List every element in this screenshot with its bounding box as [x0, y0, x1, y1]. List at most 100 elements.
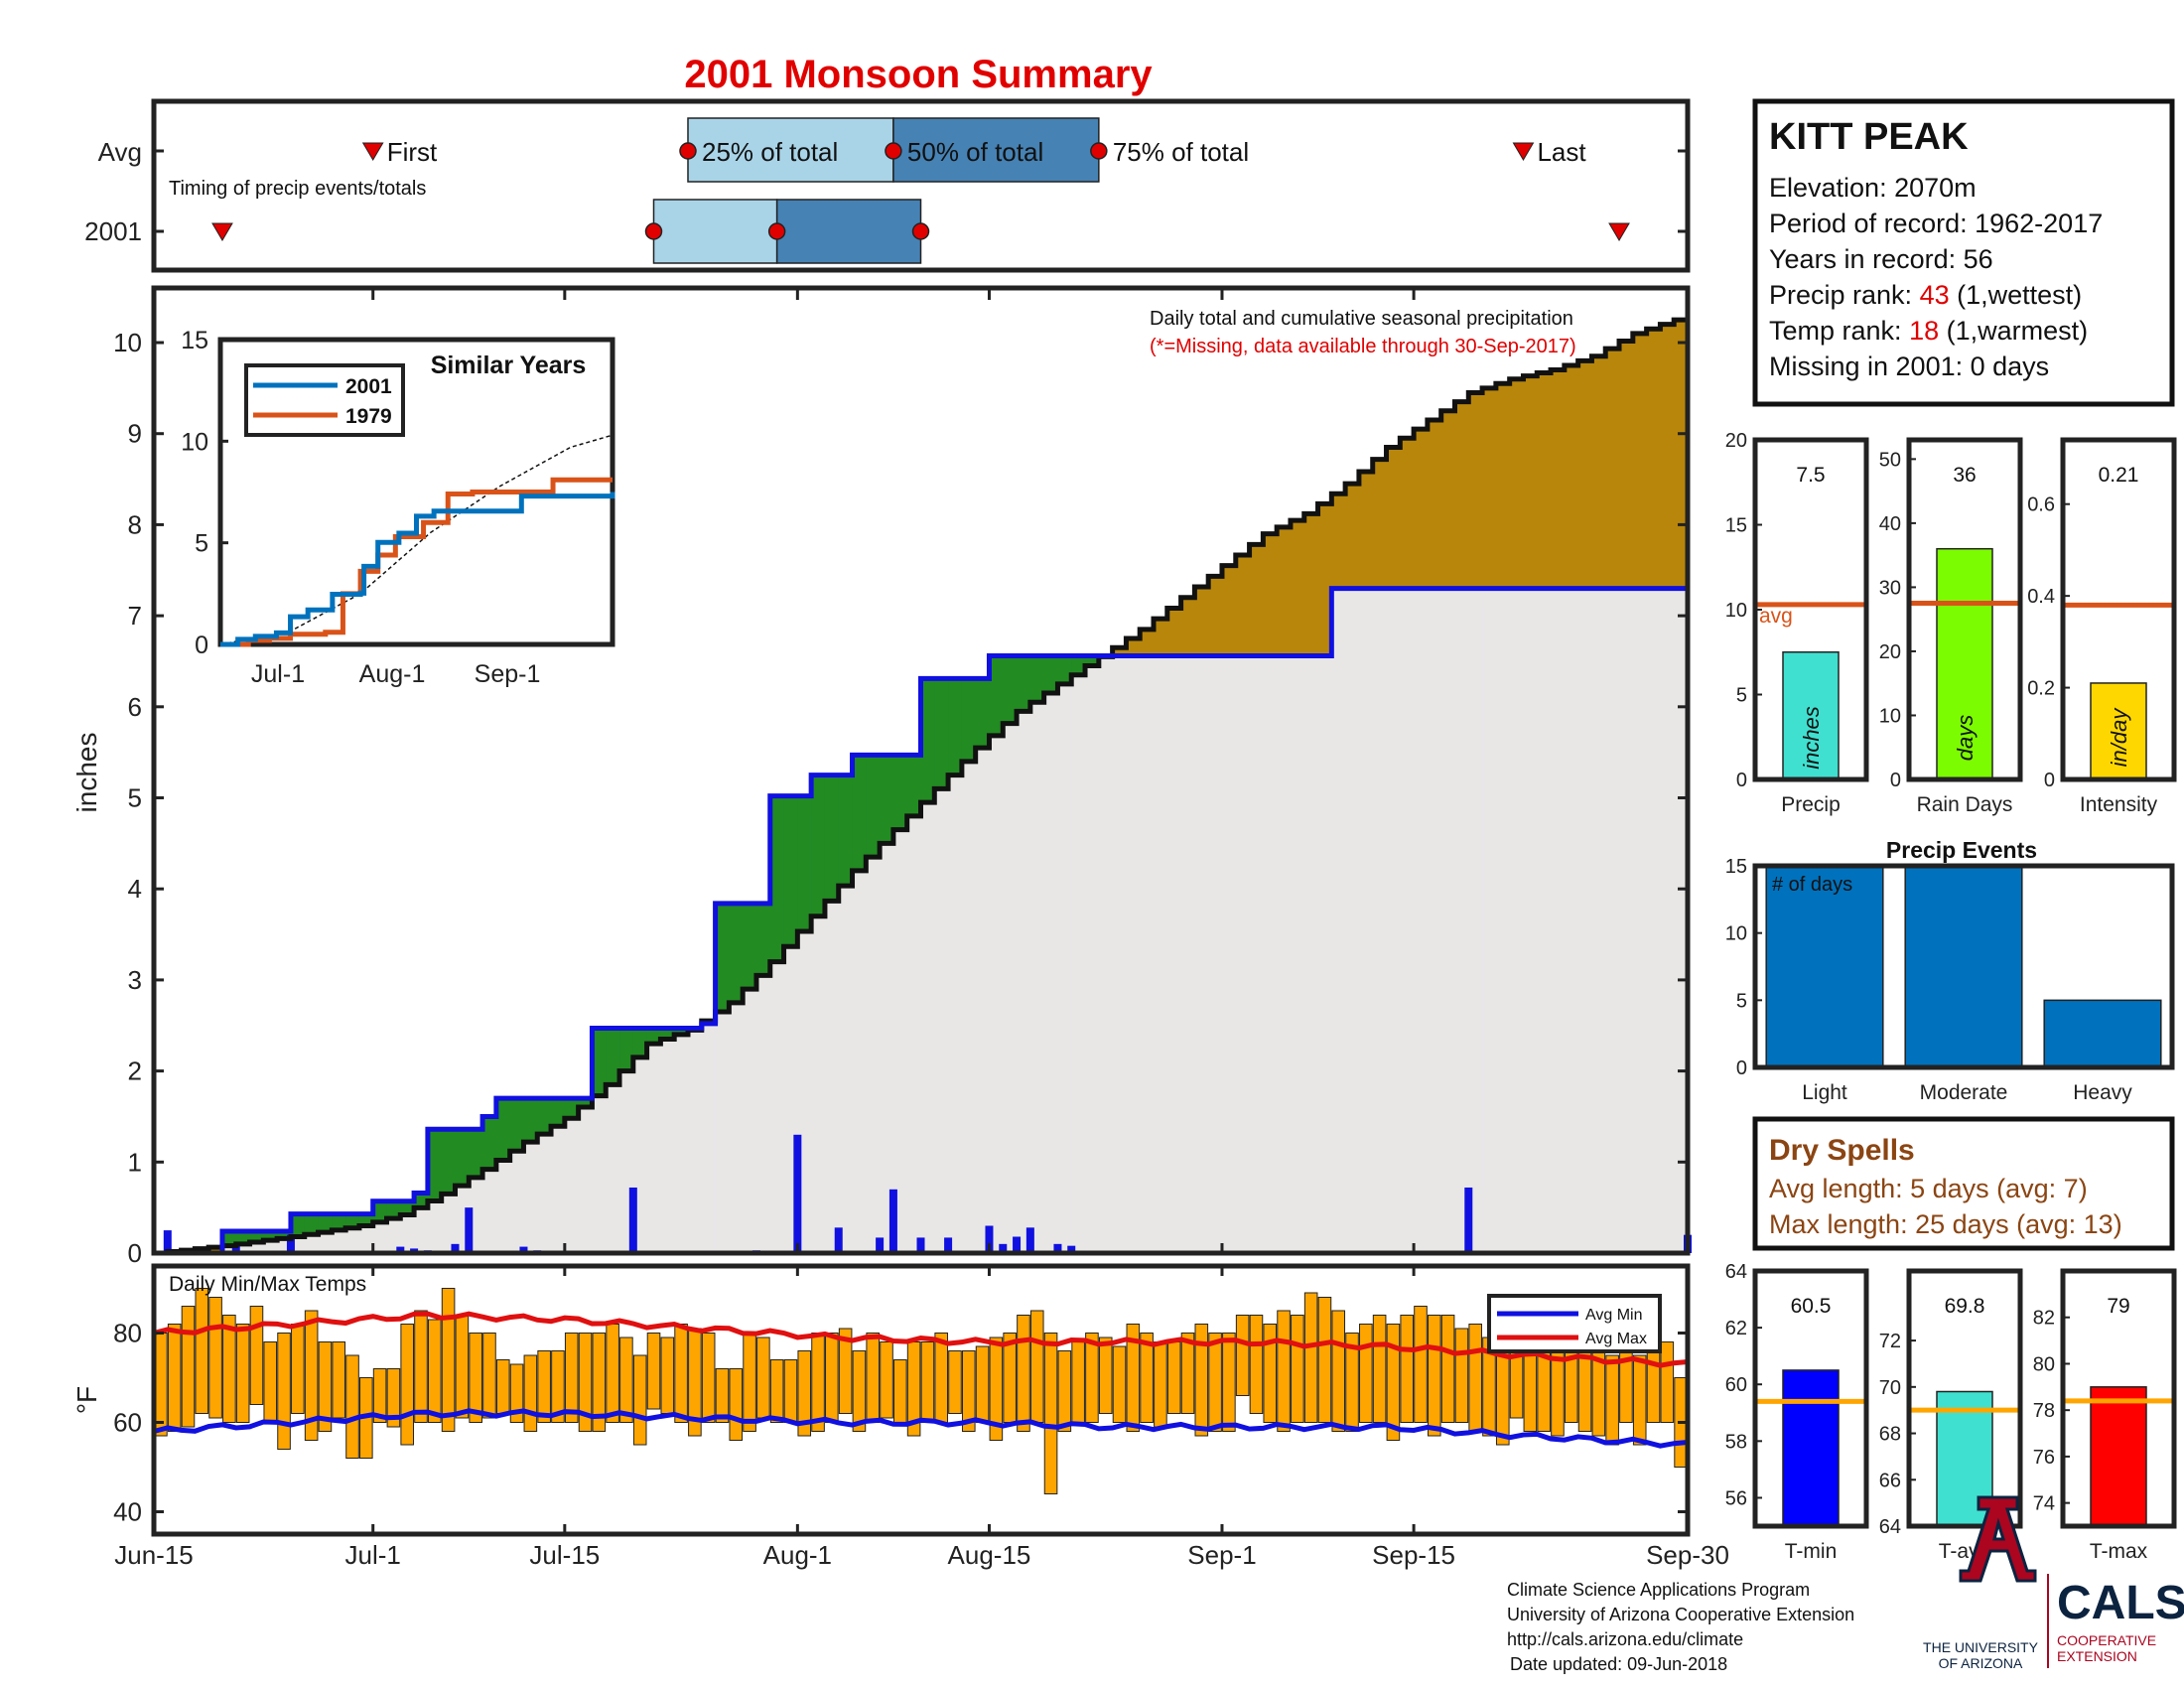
panel-x-label: Rain Days [1917, 793, 2013, 816]
footer-credits: Climate Science Applications Program Uni… [1507, 1580, 1854, 1674]
panel-x-label: Precip [1781, 793, 1841, 816]
panel-x-label: T-max [2090, 1540, 2148, 1563]
deficit-surplus-cell [235, 1230, 251, 1244]
cumulative-base-cell [537, 1134, 552, 1253]
deficit-surplus-cell [783, 795, 798, 947]
daily-temp-bar [811, 1333, 825, 1432]
panel-y-tick-label: 58 [1725, 1431, 1747, 1453]
inset-xtick-jul: Jul-1 [251, 660, 305, 688]
precip-y-tick-label: 10 [113, 328, 142, 357]
cumulative-base-cell [441, 1194, 456, 1253]
deficit-surplus-cell [1277, 526, 1292, 656]
deficit-surplus-cell [592, 1028, 607, 1096]
deficit-surplus-cell [1591, 355, 1606, 589]
precip-note-2: (*=Missing, data available through 30-Se… [1150, 336, 1576, 357]
cumulative-base-cell [1180, 655, 1195, 1253]
daily-precip-bar [396, 1246, 405, 1253]
deficit-surplus-cell [1317, 503, 1332, 656]
timing-avg-25-marker [679, 142, 697, 160]
cumulative-base-cell [263, 1240, 278, 1253]
panel-intensity: 0 0.2 0.4 0.6 0.21 Intensity in/day [2027, 437, 2177, 816]
panel-value-bar [2090, 682, 2147, 780]
daily-temp-bar [646, 1333, 661, 1410]
deficit-surplus-cell [1112, 647, 1127, 656]
daily-temp-bar [920, 1341, 935, 1423]
daily-temp-bar [1098, 1336, 1113, 1414]
daily-temp-bar [1277, 1310, 1291, 1432]
daily-temp-bar [674, 1324, 688, 1423]
date-tick-label: Aug-15 [948, 1540, 1031, 1570]
deficit-surplus-cell [523, 1098, 538, 1143]
cumulative-base-cell [1017, 711, 1031, 1253]
daily-temp-bar [1085, 1333, 1099, 1423]
cumulative-base-cell [1071, 674, 1086, 1253]
cumulative-base-cell [1263, 655, 1278, 1253]
deficit-surplus-cell [1057, 655, 1072, 684]
timing-25pct-label: 25% of total [702, 137, 838, 167]
deficit-surplus-cell [1605, 349, 1620, 589]
temp-y-tick-label: 40 [113, 1497, 142, 1527]
daily-precip-bar [465, 1207, 474, 1253]
precip-y-tick-label: 9 [128, 419, 142, 449]
daily-temp-bar [1468, 1324, 1482, 1432]
daily-temp-bar [1057, 1350, 1072, 1432]
cumulative-base-cell [1577, 588, 1592, 1253]
daily-temp-bar [1646, 1341, 1661, 1423]
cumulative-base-cell [1605, 588, 1620, 1253]
cumulative-base-cell [715, 1012, 730, 1253]
deficit-surplus-cell [1263, 533, 1278, 656]
daily-temp-bar [975, 1345, 990, 1423]
deficit-surplus-cell [427, 1129, 443, 1201]
deficit-surplus-cell [290, 1213, 306, 1237]
cumulative-base-cell [838, 886, 854, 1253]
daily-temp-bar [195, 1288, 209, 1414]
deficit-surplus-cell [1482, 387, 1497, 589]
panel-precip: 0 5 10 15 20 7.5 Precip inches avg [1725, 430, 1869, 816]
daily-precip-bar [1025, 1227, 1034, 1253]
daily-temp-bar [1017, 1315, 1030, 1432]
panel-y-tick-label: 30 [1879, 577, 1901, 599]
similar-years-inset: 0 5 10 15 Similar Years 2001 1979 Jul-1 Aug… [181, 327, 615, 688]
daily-temp-bar [167, 1324, 182, 1432]
cumulative-base-cell [1085, 665, 1100, 1253]
daily-temp-bar [318, 1341, 333, 1432]
deficit-surplus-cell [1303, 513, 1319, 656]
cumulative-base-cell [755, 975, 771, 1253]
timing-avg-25-50-box [687, 117, 894, 183]
panel-y-tick-label: 0.2 [2027, 678, 2055, 700]
panel-y-tick-label: 62 [1725, 1318, 1747, 1339]
cumulative-base-cell [646, 1044, 661, 1253]
daily-temp-bar [551, 1350, 565, 1423]
daily-temp-bar [427, 1319, 442, 1423]
panel-value-label: 79 [2107, 1295, 2129, 1318]
daily-precip-bar [1067, 1245, 1076, 1253]
daily-temp-bar [743, 1333, 756, 1432]
cumulative-base-cell [1674, 588, 1689, 1253]
timing-avg-50-75-box [892, 117, 1100, 183]
cumulative-base-cell [1277, 655, 1292, 1253]
cumulative-base-cell [1619, 588, 1634, 1253]
station-name: KITT PEAK [1769, 116, 1969, 158]
daily-temp-bar [592, 1333, 607, 1432]
precip-events-x-label: Light [1802, 1081, 1847, 1104]
cumulative-base-cell [1112, 655, 1127, 1253]
daily-temp-bar [304, 1310, 319, 1441]
legend-avg-max: Avg Max [1585, 1331, 1647, 1347]
cumulative-base-cell [1235, 655, 1251, 1253]
deficit-surplus-cell [1440, 410, 1455, 589]
deficit-surplus-cell [755, 903, 771, 976]
deficit-surplus-cell [1043, 655, 1058, 694]
panel-y-tick-label: 76 [2033, 1447, 2055, 1469]
precip-events-bar [2043, 999, 2162, 1068]
cumulative-base-cell [975, 748, 990, 1253]
cumulative-base-cell [318, 1232, 333, 1253]
ua-text-2: OF ARIZONA [1939, 1655, 2023, 1671]
daily-temp-bar [441, 1288, 456, 1432]
daily-temp-bar [469, 1333, 482, 1423]
cumulative-base-cell [892, 829, 908, 1253]
deficit-surplus-cell [1372, 459, 1388, 589]
deficit-surplus-cell [797, 795, 812, 932]
timing-panel: Avg 2001 Timing of precip events/totals … [84, 98, 1691, 273]
panel-x-label: T-min [1785, 1540, 1838, 1563]
cumulative-base-cell [1126, 655, 1141, 1253]
